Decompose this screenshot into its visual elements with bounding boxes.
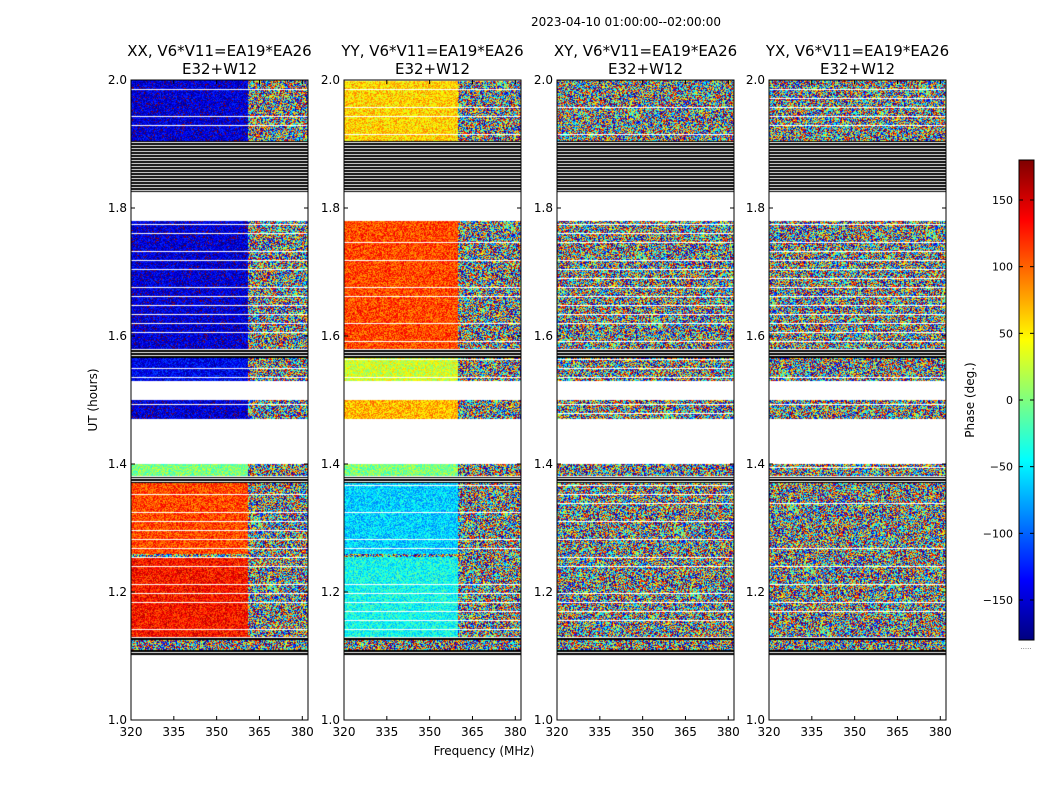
y-tick-label: 2.0: [534, 73, 553, 87]
colorbar-tick-label: 50: [999, 327, 1013, 340]
panel-title-line2: E32+W12: [608, 60, 683, 78]
x-tick-label: 335: [375, 725, 398, 739]
x-tick-label: 380: [504, 725, 527, 739]
y-tick-label: 1.8: [108, 201, 127, 215]
y-tick-label: 1.6: [108, 329, 127, 343]
colorbar-ticks: 150 100 50 0 −50 −100 −150: [983, 194, 1034, 607]
x-tick-label: 365: [886, 725, 909, 739]
y-tick-label: 1.6: [746, 329, 765, 343]
y-tick-label: 1.8: [321, 201, 340, 215]
panel-frame: [343, 79, 522, 721]
heatmap-raster: [131, 80, 308, 720]
x-tick-label: 380: [717, 725, 740, 739]
x-tick-label: 365: [461, 725, 484, 739]
y-tick-label: 1.8: [746, 201, 765, 215]
x-tick-label: 320: [120, 725, 143, 739]
colorbar-label: Phase (deg.): [963, 362, 977, 437]
colorbar-tick-label: 100: [992, 261, 1013, 274]
panel-title-line1: XY, V6*V11=EA19*EA26: [554, 42, 737, 60]
x-tick-label: 320: [333, 725, 356, 739]
y-tick-label: 1.0: [108, 713, 127, 727]
x-tick-label: 320: [758, 725, 781, 739]
y-tick-label: 1.4: [534, 457, 553, 471]
x-tick-label: 365: [248, 725, 271, 739]
heatmap-raster: [344, 80, 521, 720]
x-tick-label: 335: [162, 725, 185, 739]
x-tick-label: 350: [418, 725, 441, 739]
x-tick-label: 365: [674, 725, 697, 739]
heatmap-raster: [557, 80, 734, 720]
x-tick-label: 380: [291, 725, 314, 739]
y-tick-label: 1.4: [746, 457, 765, 471]
panel-frame: [556, 79, 735, 721]
panel-title-line1: YY, V6*V11=EA19*EA26: [340, 42, 523, 60]
colorbar-tick-label: −150: [983, 594, 1013, 607]
panel-title-line1: XX, V6*V11=EA19*EA26: [127, 42, 311, 60]
colorbar-footer: .....: [1020, 643, 1031, 651]
x-tick-label: 350: [843, 725, 866, 739]
panel-title-line2: E32+W12: [182, 60, 257, 78]
y-tick-label: 1.4: [108, 457, 127, 471]
y-axis-label: UT (hours): [86, 368, 100, 431]
y-tick-label: 1.2: [746, 585, 765, 599]
heatmap-raster: [769, 80, 946, 720]
x-tick-label: 350: [205, 725, 228, 739]
x-tick-label: 350: [631, 725, 654, 739]
colorbar-tick-label: 0: [1006, 394, 1013, 407]
y-tick-label: 1.2: [321, 585, 340, 599]
y-tick-label: 1.2: [534, 585, 553, 599]
y-tick-label: 1.0: [534, 713, 553, 727]
x-axis-label: Frequency (MHz): [434, 744, 535, 758]
y-tick-label: 1.6: [534, 329, 553, 343]
panel-title-line2: E32+W12: [820, 60, 895, 78]
colorbar-tick-label: 150: [992, 194, 1013, 207]
colorbar: 150 100 50 0 −50 −100 −150 Phase (deg.) .....: [963, 159, 1035, 651]
y-tick-label: 1.0: [746, 713, 765, 727]
x-tick-label: 335: [588, 725, 611, 739]
x-tick-label: 380: [929, 725, 952, 739]
y-tick-label: 1.2: [108, 585, 127, 599]
y-tick-label: 2.0: [108, 73, 127, 87]
y-tick-label: 1.4: [321, 457, 340, 471]
x-tick-label: 320: [546, 725, 569, 739]
y-tick-label: 2.0: [321, 73, 340, 87]
panel-frame: [768, 79, 947, 721]
panel-frame: [130, 79, 309, 721]
colorbar-tick-label: −100: [983, 527, 1013, 540]
panel-title-line1: YX, V6*V11=EA19*EA26: [765, 42, 949, 60]
figure-suptitle: 2023-04-10 01:00:00--02:00:00: [531, 15, 721, 29]
y-tick-label: 1.0: [321, 713, 340, 727]
panel-title-line2: E32+W12: [395, 60, 470, 78]
y-tick-label: 2.0: [746, 73, 765, 87]
y-tick-label: 1.8: [534, 201, 553, 215]
y-tick-label: 1.6: [321, 329, 340, 343]
x-tick-label: 335: [800, 725, 823, 739]
colorbar-tick-label: −50: [990, 461, 1013, 474]
